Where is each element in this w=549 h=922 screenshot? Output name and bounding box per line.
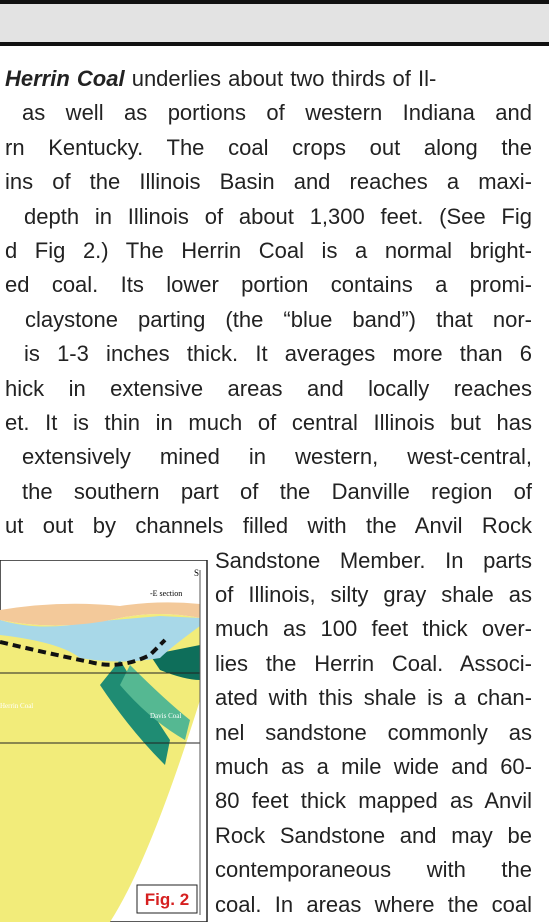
shale-layer — [120, 665, 190, 740]
line-text: underlies about two thirds of Il- — [124, 66, 437, 91]
text-line: the southern part of the Danville region… — [22, 477, 532, 507]
coal-label: Herrin Coal — [0, 702, 33, 710]
line-text: et. It is thin in much of central Illino… — [5, 410, 532, 435]
line-text: coal. In areas where the coal — [215, 891, 532, 917]
line-text: ed coal. Its lower portion contains a pr… — [5, 272, 532, 298]
text-line: hick in extensive areas and locally reac… — [5, 374, 532, 404]
text-line: is 1-3 inches thick. It averages more th… — [24, 339, 532, 369]
text-line: contemporaneous with the — [215, 855, 532, 885]
line-text: ated with this shale is a chan- — [215, 685, 532, 711]
line-text: depth in Illinois of about 1,300 feet. (… — [24, 203, 532, 229]
line-text: d Fig 2.) The Herrin Coal is a normal br… — [5, 238, 532, 263]
text-line: depth in Illinois of about 1,300 feet. (… — [24, 202, 532, 232]
line-text: ins of the Illinois Basin and reaches a … — [5, 169, 532, 195]
text-line: nel sandstone commonly as — [215, 718, 532, 748]
upper-layer — [0, 602, 200, 626]
line-text: claystone parting (the “blue band”) that… — [25, 306, 532, 332]
figure-caption: Fig. 2 — [145, 890, 189, 909]
direction-label: S — [194, 568, 199, 578]
text-line: much as 100 feet thick over- — [215, 614, 532, 644]
line-text: Rock Sandstone and may be — [215, 822, 532, 848]
line-text: the southern part of the Danville region… — [22, 478, 532, 504]
shale-layer — [0, 616, 200, 662]
coal-label: Davis Coal — [150, 712, 181, 720]
caption-box — [136, 884, 198, 914]
text-line: rn Kentucky. The coal crops out along th… — [5, 133, 532, 163]
text-line: as well as portions of western Indiana a… — [22, 98, 532, 128]
text-line: lies the Herrin Coal. Associ- — [215, 649, 532, 679]
line-text: lies the Herrin Coal. Associ- — [215, 650, 532, 676]
line-text: as well as portions of western Indiana a… — [22, 100, 532, 126]
text-line: 80 feet thick mapped as Anvil — [215, 786, 532, 816]
line-text: much as 100 feet thick over- — [215, 616, 532, 642]
line-text: of Illinois, silty gray shale as — [215, 582, 532, 607]
text-line: Rock Sandstone and may be — [215, 821, 532, 851]
text-line: of Illinois, silty gray shale as — [215, 580, 532, 610]
coal-layer — [100, 660, 170, 765]
line-text: is 1-3 inches thick. It averages more th… — [24, 341, 532, 367]
text-line: claystone parting (the “blue band”) that… — [25, 305, 532, 335]
line-text: ut out by channels filled with the Anvil… — [5, 513, 532, 539]
text-line: coal. In areas where the coal — [215, 890, 532, 920]
text-line: ins of the Illinois Basin and reaches a … — [5, 167, 532, 197]
line-text: contemporaneous with the — [215, 857, 532, 883]
text-line: extensively mined in western, west-centr… — [22, 442, 532, 472]
line-text: much as a mile wide and 60- — [215, 754, 532, 779]
line-text: rn Kentucky. The coal crops out along th… — [5, 134, 532, 160]
lead-term: Herrin Coal — [5, 66, 125, 91]
text-line: Sandstone Member. In parts — [215, 546, 532, 576]
text-line: Herrin Coal underlies about two thirds o… — [5, 64, 532, 94]
line-text: extensively mined in western, west-centr… — [22, 444, 532, 470]
line-text: hick in extensive areas and locally reac… — [5, 375, 532, 401]
line-text: nel sandstone commonly as — [215, 719, 532, 745]
figure: S -E section Herrin Coal Davis Coal Fig.… — [0, 560, 208, 922]
channel-outline — [0, 638, 167, 667]
text-line: ut out by channels filled with the Anvil… — [5, 511, 532, 541]
text-line: much as a mile wide and 60- — [215, 752, 532, 782]
header-bar — [0, 0, 549, 46]
text-line: ated with this shale is a chan- — [215, 683, 532, 713]
section-label: -E section — [150, 589, 182, 598]
text-line: ed coal. Its lower portion contains a pr… — [5, 270, 532, 300]
text-line: d Fig 2.) The Herrin Coal is a normal br… — [5, 236, 532, 266]
text-line: et. It is thin in much of central Illino… — [5, 408, 532, 438]
line-text: Sandstone Member. In parts — [215, 547, 532, 573]
line-text: 80 feet thick mapped as Anvil — [215, 788, 532, 814]
